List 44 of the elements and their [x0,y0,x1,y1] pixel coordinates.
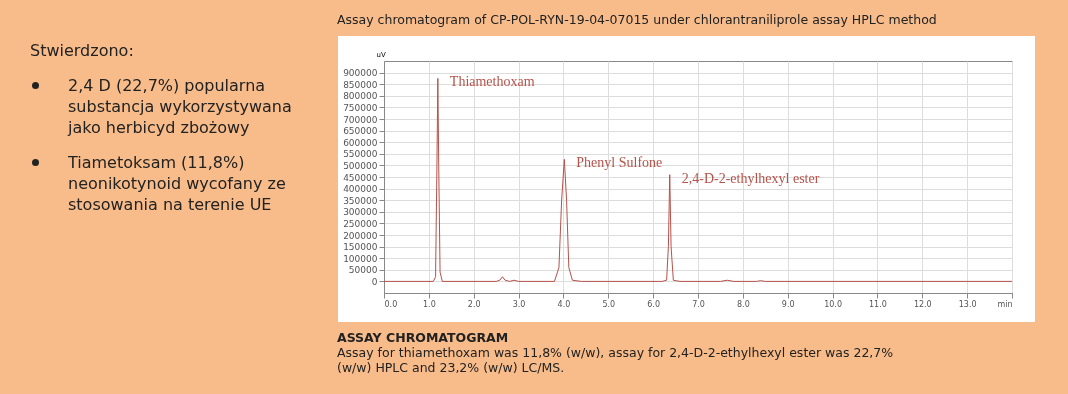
y-tick-label: 50000 [348,265,378,276]
x-tick-label: 0.0 [384,299,398,309]
y-tick-label: 250000 [343,218,378,229]
x-tick-label: min [997,299,1013,309]
y-tick-label: 400000 [343,184,378,195]
x-tick-label: 7.0 [692,299,705,309]
y-tick-label: 0 [371,276,378,287]
x-tick-label: 2.0 [467,299,481,309]
text: Tiametoksam (11,8%) neonikotynoid wycofany ze stosowania na terenie UE [67,152,287,215]
x-tick-label: 8.0 [736,299,750,309]
annotation: 2,4-D-2-ethylhexyl ester [681,170,820,186]
x-tick-label: 12.0 [913,299,932,309]
x-tick-label: 4.0 [557,299,571,309]
y-tick-label: 850000 [343,79,378,90]
x-tick-label: 6.0 [647,299,661,309]
text: ASSAY CHROMATOGRAM [337,330,510,345]
text: Assay for thiamethoxam was 11,8% (w/w), assay for 2,4-D-2-ethylhexyl ester was 22,7% (w/w) HPLC and 23,2% (w/w) LC/MS. [337,345,894,375]
text: 2,4 D (22,7%) popularna substancja wykorzystywana jako herbicyd zbożowy [66,75,293,138]
y-tick-label: 600000 [343,137,378,148]
chart-title: Assay chromatogram of CP-POL-RYN-19-04-07015 under chlorantraniliprole assay HPLC method [337,12,937,27]
y-tick-label: 100000 [343,253,378,264]
y-tick-label: 800000 [343,91,378,102]
y-tick-label: 650000 [343,126,378,137]
y-tick-label: 900000 [343,68,378,79]
text: Stwierdzono: [30,40,135,61]
line-series [384,77,1012,282]
y-tick-label: 450000 [343,172,378,183]
x-tick-label: 11.0 [869,299,887,309]
y-tick-label: 150000 [343,242,378,253]
y-tick-label: 300000 [343,207,378,218]
x-tick-label: 5.0 [602,299,616,309]
y-tick-label: 550000 [343,149,378,160]
y-tick-label: 500000 [343,160,378,171]
x-tick-label: 9.0 [781,299,795,309]
y-tick-label: 700000 [343,114,378,125]
y-tick-label: 350000 [343,195,378,206]
x-tick-label: 13.0 [958,299,977,309]
annotation: Phenyl Sulfone [576,155,663,171]
y-tick-label: 750000 [343,102,378,113]
x-tick-label: 3.0 [512,299,526,309]
x-tick-label: 1.0 [422,299,436,309]
annotation: Thiamethoxam [449,74,535,90]
y-tick-label: 200000 [343,230,378,241]
x-tick-label: 10.0 [824,299,842,309]
